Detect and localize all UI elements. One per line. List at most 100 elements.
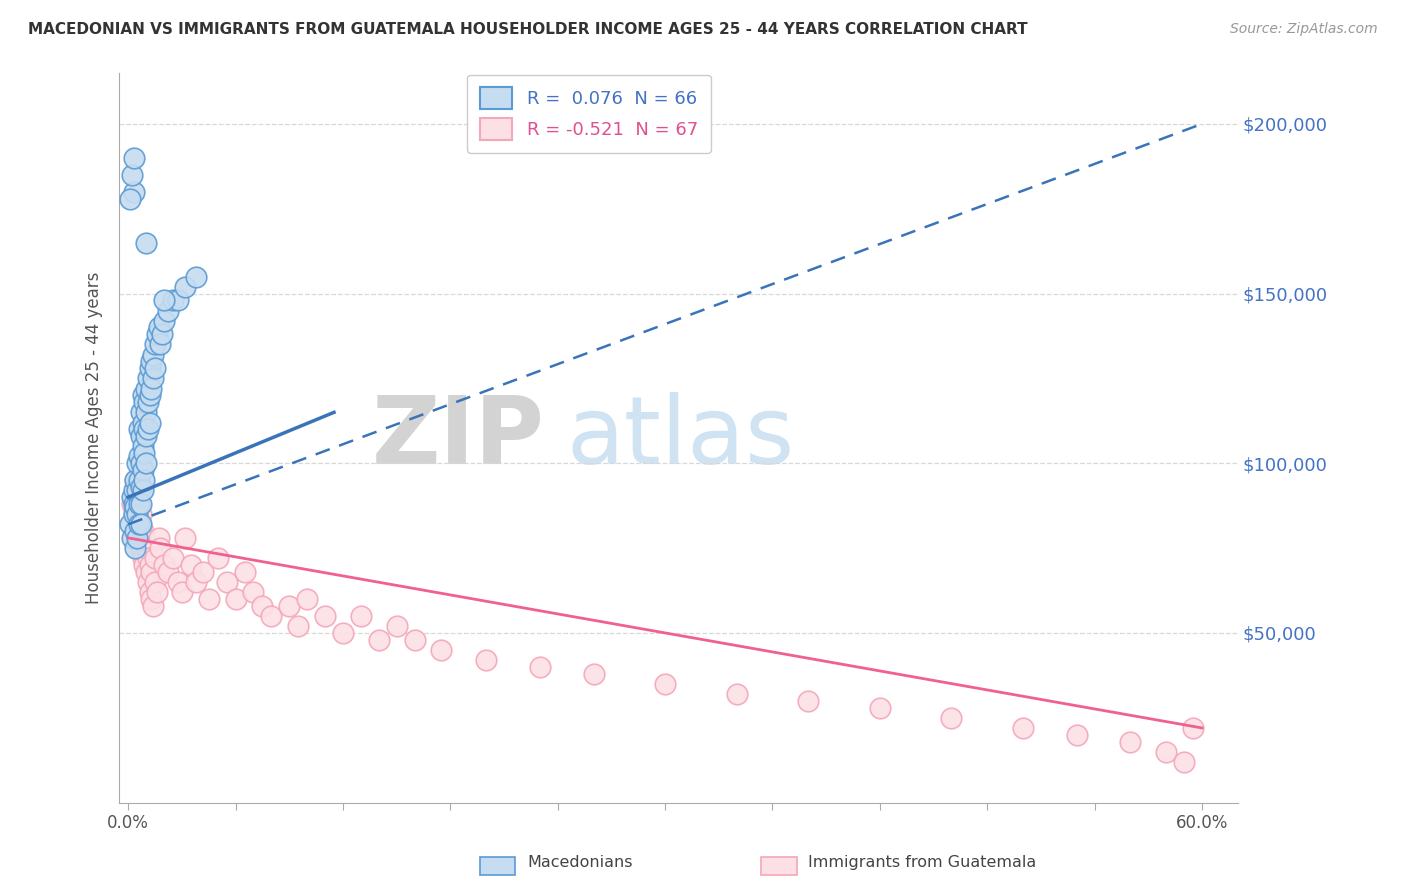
Point <box>654 677 676 691</box>
Point <box>153 558 176 572</box>
Point <box>142 599 165 613</box>
Point <box>941 711 963 725</box>
Point <box>129 541 152 555</box>
Point <box>138 361 160 376</box>
Point <box>138 558 160 572</box>
Point <box>153 314 176 328</box>
Text: Macedonians: Macedonians <box>527 855 633 870</box>
Point <box>122 185 145 199</box>
Point <box>136 551 159 566</box>
Point <box>138 388 160 402</box>
Point <box>131 388 153 402</box>
Point <box>127 531 149 545</box>
Point <box>135 565 157 579</box>
Point <box>122 151 145 165</box>
Point <box>131 551 153 566</box>
Point <box>1173 755 1195 769</box>
Point <box>141 382 163 396</box>
Point <box>149 541 172 555</box>
Point <box>138 416 160 430</box>
Point <box>193 565 215 579</box>
Point <box>122 483 145 498</box>
Point <box>129 429 152 443</box>
Point <box>134 531 156 545</box>
Point <box>295 592 318 607</box>
Point <box>124 473 146 487</box>
Point <box>122 507 145 521</box>
Point <box>252 599 274 613</box>
Point <box>287 619 309 633</box>
Point <box>367 632 389 647</box>
Point <box>143 361 166 376</box>
Point <box>242 585 264 599</box>
Text: Source: ZipAtlas.com: Source: ZipAtlas.com <box>1230 22 1378 37</box>
Point <box>225 592 247 607</box>
Point <box>207 551 229 566</box>
Point <box>404 632 426 647</box>
Point <box>128 473 150 487</box>
Text: MACEDONIAN VS IMMIGRANTS FROM GUATEMALA HOUSEHOLDER INCOME AGES 25 - 44 YEARS CO: MACEDONIAN VS IMMIGRANTS FROM GUATEMALA … <box>28 22 1028 37</box>
Point <box>1012 721 1035 735</box>
Point <box>260 609 283 624</box>
Point <box>128 497 150 511</box>
Point <box>124 500 146 515</box>
Point <box>122 497 145 511</box>
Point <box>385 619 408 633</box>
Point <box>124 473 146 487</box>
Y-axis label: Householder Income Ages 25 - 44 years: Householder Income Ages 25 - 44 years <box>86 271 103 604</box>
Point <box>430 643 453 657</box>
Point <box>131 524 153 538</box>
Point <box>129 497 152 511</box>
Point <box>131 463 153 477</box>
Point <box>134 395 156 409</box>
Point <box>135 235 157 250</box>
Point <box>136 371 159 385</box>
Point <box>136 395 159 409</box>
Point <box>153 293 176 308</box>
Point <box>131 483 153 498</box>
Point <box>1154 745 1177 759</box>
Point <box>1182 721 1205 735</box>
Point <box>134 446 156 460</box>
Point <box>127 483 149 498</box>
Point <box>582 666 605 681</box>
Point <box>127 497 149 511</box>
Point <box>121 168 143 182</box>
Point <box>314 609 336 624</box>
Point <box>135 456 157 470</box>
Point <box>129 456 152 470</box>
Point <box>148 531 170 545</box>
Point <box>122 507 145 521</box>
Point <box>143 574 166 589</box>
Point <box>186 269 208 284</box>
Point <box>174 531 197 545</box>
Point <box>1066 728 1088 742</box>
Point <box>148 320 170 334</box>
Point <box>797 694 820 708</box>
Point <box>135 382 157 396</box>
Point <box>142 348 165 362</box>
Point <box>475 653 498 667</box>
Point <box>128 422 150 436</box>
Point <box>156 303 179 318</box>
Point <box>143 337 166 351</box>
Point <box>127 456 149 470</box>
Point <box>167 293 190 308</box>
Point <box>143 551 166 566</box>
Point <box>138 585 160 599</box>
Point <box>136 574 159 589</box>
Point <box>170 585 193 599</box>
Point <box>129 405 152 419</box>
Point <box>186 574 208 589</box>
Point <box>725 687 748 701</box>
Point <box>1119 734 1142 748</box>
Point <box>127 507 149 521</box>
Point <box>869 700 891 714</box>
Point <box>121 490 143 504</box>
Point <box>146 327 169 342</box>
Point <box>197 592 219 607</box>
Point <box>332 626 354 640</box>
Point <box>124 524 146 538</box>
Point <box>233 565 256 579</box>
Point <box>162 551 184 566</box>
